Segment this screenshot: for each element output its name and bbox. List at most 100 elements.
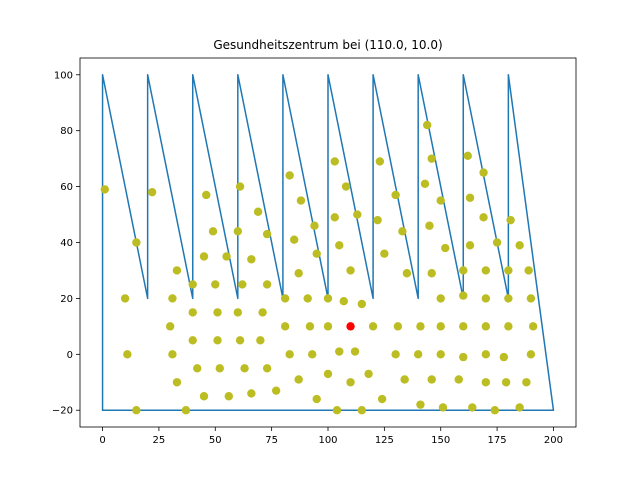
data-point: [188, 280, 197, 289]
data-point: [504, 294, 513, 303]
x-tick-label: 0: [99, 435, 105, 446]
data-point: [332, 406, 342, 415]
data-point: [213, 308, 222, 317]
data-point: [224, 392, 233, 401]
data-point: [202, 190, 211, 200]
data-point: [436, 196, 445, 205]
x-tick-label: 200: [544, 435, 563, 446]
y-tick-label: 0: [67, 350, 73, 361]
data-point: [262, 280, 272, 289]
data-point: [330, 213, 339, 222]
data-point: [132, 406, 141, 415]
data-point: [393, 322, 403, 331]
data-point: [504, 322, 513, 331]
y-tick-label: −20: [52, 406, 73, 417]
data-point: [526, 294, 536, 303]
center-point: [346, 322, 355, 331]
data-point: [506, 215, 515, 225]
data-point: [515, 241, 524, 250]
data-point: [391, 350, 400, 359]
data-point: [199, 252, 209, 261]
data-point: [308, 350, 317, 359]
data-point: [341, 182, 351, 191]
data-point: [258, 308, 267, 317]
data-point: [463, 151, 472, 161]
data-point: [350, 347, 360, 356]
data-point: [215, 364, 224, 373]
data-point: [364, 369, 373, 379]
data-point: [423, 120, 432, 130]
data-point: [147, 187, 157, 197]
data-point: [528, 322, 538, 331]
data-point: [346, 266, 355, 275]
data-point: [330, 157, 339, 166]
x-tick-label: 50: [209, 435, 222, 446]
data-point: [253, 207, 263, 216]
data-point: [436, 322, 445, 331]
data-point: [481, 266, 491, 275]
y-tick-label: 60: [60, 182, 73, 193]
data-point: [441, 243, 450, 253]
data-point: [400, 375, 409, 384]
data-point: [238, 280, 247, 289]
data-point: [481, 294, 491, 303]
data-point: [398, 227, 407, 236]
x-axis: 0 25 50 75 100 125 150 175 200: [99, 427, 563, 446]
data-point: [454, 375, 463, 384]
data-point: [208, 227, 218, 236]
data-point: [490, 406, 500, 415]
data-point: [465, 241, 475, 250]
y-tick-label: 80: [60, 126, 73, 137]
data-point: [373, 215, 382, 225]
data-point: [335, 241, 344, 250]
y-axis: −20 0 20 40 60 80 100: [52, 70, 80, 417]
data-point: [262, 364, 272, 373]
data-point: [305, 322, 315, 331]
data-point: [262, 229, 272, 239]
data-point: [339, 297, 348, 306]
data-point: [335, 347, 344, 356]
data-point: [353, 210, 362, 219]
y-tick-label: 100: [54, 70, 73, 81]
data-point: [459, 291, 468, 300]
data-point: [165, 322, 175, 331]
data-point: [240, 364, 249, 373]
data-point: [438, 403, 448, 412]
data-point: [172, 266, 182, 275]
x-tick-label: 125: [375, 435, 394, 446]
data-point: [271, 386, 281, 395]
data-point: [323, 294, 333, 303]
data-point: [233, 308, 243, 317]
data-point: [123, 350, 132, 359]
data-point: [235, 336, 245, 345]
data-point: [168, 350, 177, 359]
data-point: [377, 394, 387, 404]
data-point: [323, 322, 333, 331]
data-point: [289, 235, 299, 244]
x-tick-label: 150: [431, 435, 450, 446]
data-point: [357, 406, 367, 415]
data-point: [247, 389, 256, 398]
data-point: [413, 350, 423, 359]
data-point: [256, 336, 265, 345]
x-tick-label: 100: [318, 435, 337, 446]
x-tick-label: 175: [488, 435, 507, 446]
data-point: [312, 394, 321, 404]
data-point: [459, 352, 468, 362]
data-point: [285, 350, 294, 359]
data-point: [515, 403, 524, 412]
data-point: [312, 249, 321, 258]
data-point: [368, 322, 378, 331]
plot-content: [100, 74, 555, 415]
chart-title: Gesundheitszentrum bei (110.0, 10.0): [213, 38, 442, 52]
y-tick-label: 20: [60, 294, 73, 305]
data-point: [402, 269, 412, 278]
data-point: [132, 238, 141, 247]
data-point: [425, 221, 434, 230]
data-point: [459, 266, 468, 275]
data-point: [193, 364, 202, 373]
data-point: [213, 336, 222, 345]
data-point: [459, 322, 468, 331]
data-point: [504, 266, 513, 275]
data-point: [481, 322, 491, 331]
